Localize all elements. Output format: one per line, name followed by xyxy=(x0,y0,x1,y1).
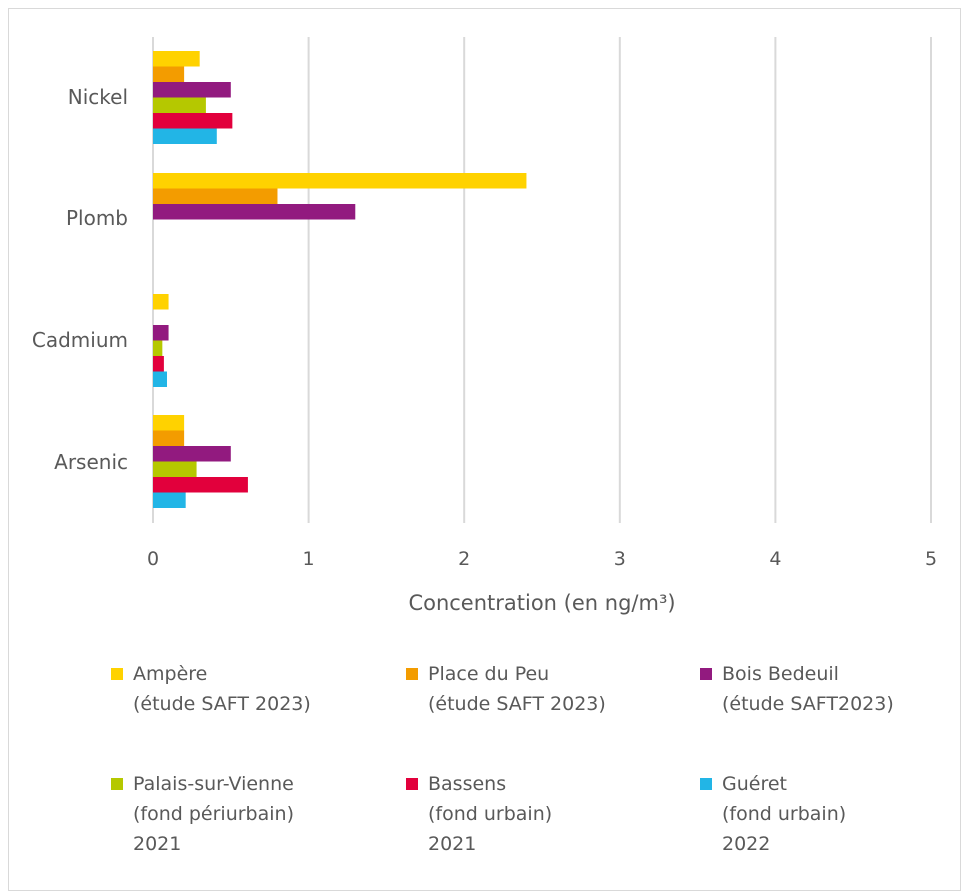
bar xyxy=(153,340,163,356)
bar xyxy=(153,294,169,310)
x-tick-label: 5 xyxy=(925,548,937,570)
x-axis-label: Concentration (en ng/m³) xyxy=(408,591,675,615)
category-label: Nickel xyxy=(68,85,128,109)
bar xyxy=(153,477,248,493)
bar xyxy=(153,173,527,189)
category-label: Arsenic xyxy=(54,450,128,474)
x-tick-label: 4 xyxy=(769,548,781,570)
bar xyxy=(153,51,200,67)
bar xyxy=(153,113,233,129)
x-tick-label: 2 xyxy=(458,548,470,570)
x-tick-label: 3 xyxy=(614,548,626,570)
bar xyxy=(153,461,197,477)
x-tick-label: 0 xyxy=(147,548,159,570)
category-label: Plomb xyxy=(66,206,128,230)
bar xyxy=(153,128,217,144)
bar xyxy=(153,356,164,372)
category-label: Cadmium xyxy=(32,328,128,352)
bar xyxy=(153,188,278,204)
x-tick-label: 1 xyxy=(303,548,315,570)
bar xyxy=(153,492,186,508)
bar xyxy=(153,204,356,220)
bar xyxy=(153,371,168,387)
bar xyxy=(153,82,231,98)
bar xyxy=(153,446,231,462)
bar xyxy=(153,325,169,341)
bar xyxy=(153,430,185,446)
bar xyxy=(153,66,185,82)
bar xyxy=(153,415,185,431)
bar xyxy=(153,97,206,113)
